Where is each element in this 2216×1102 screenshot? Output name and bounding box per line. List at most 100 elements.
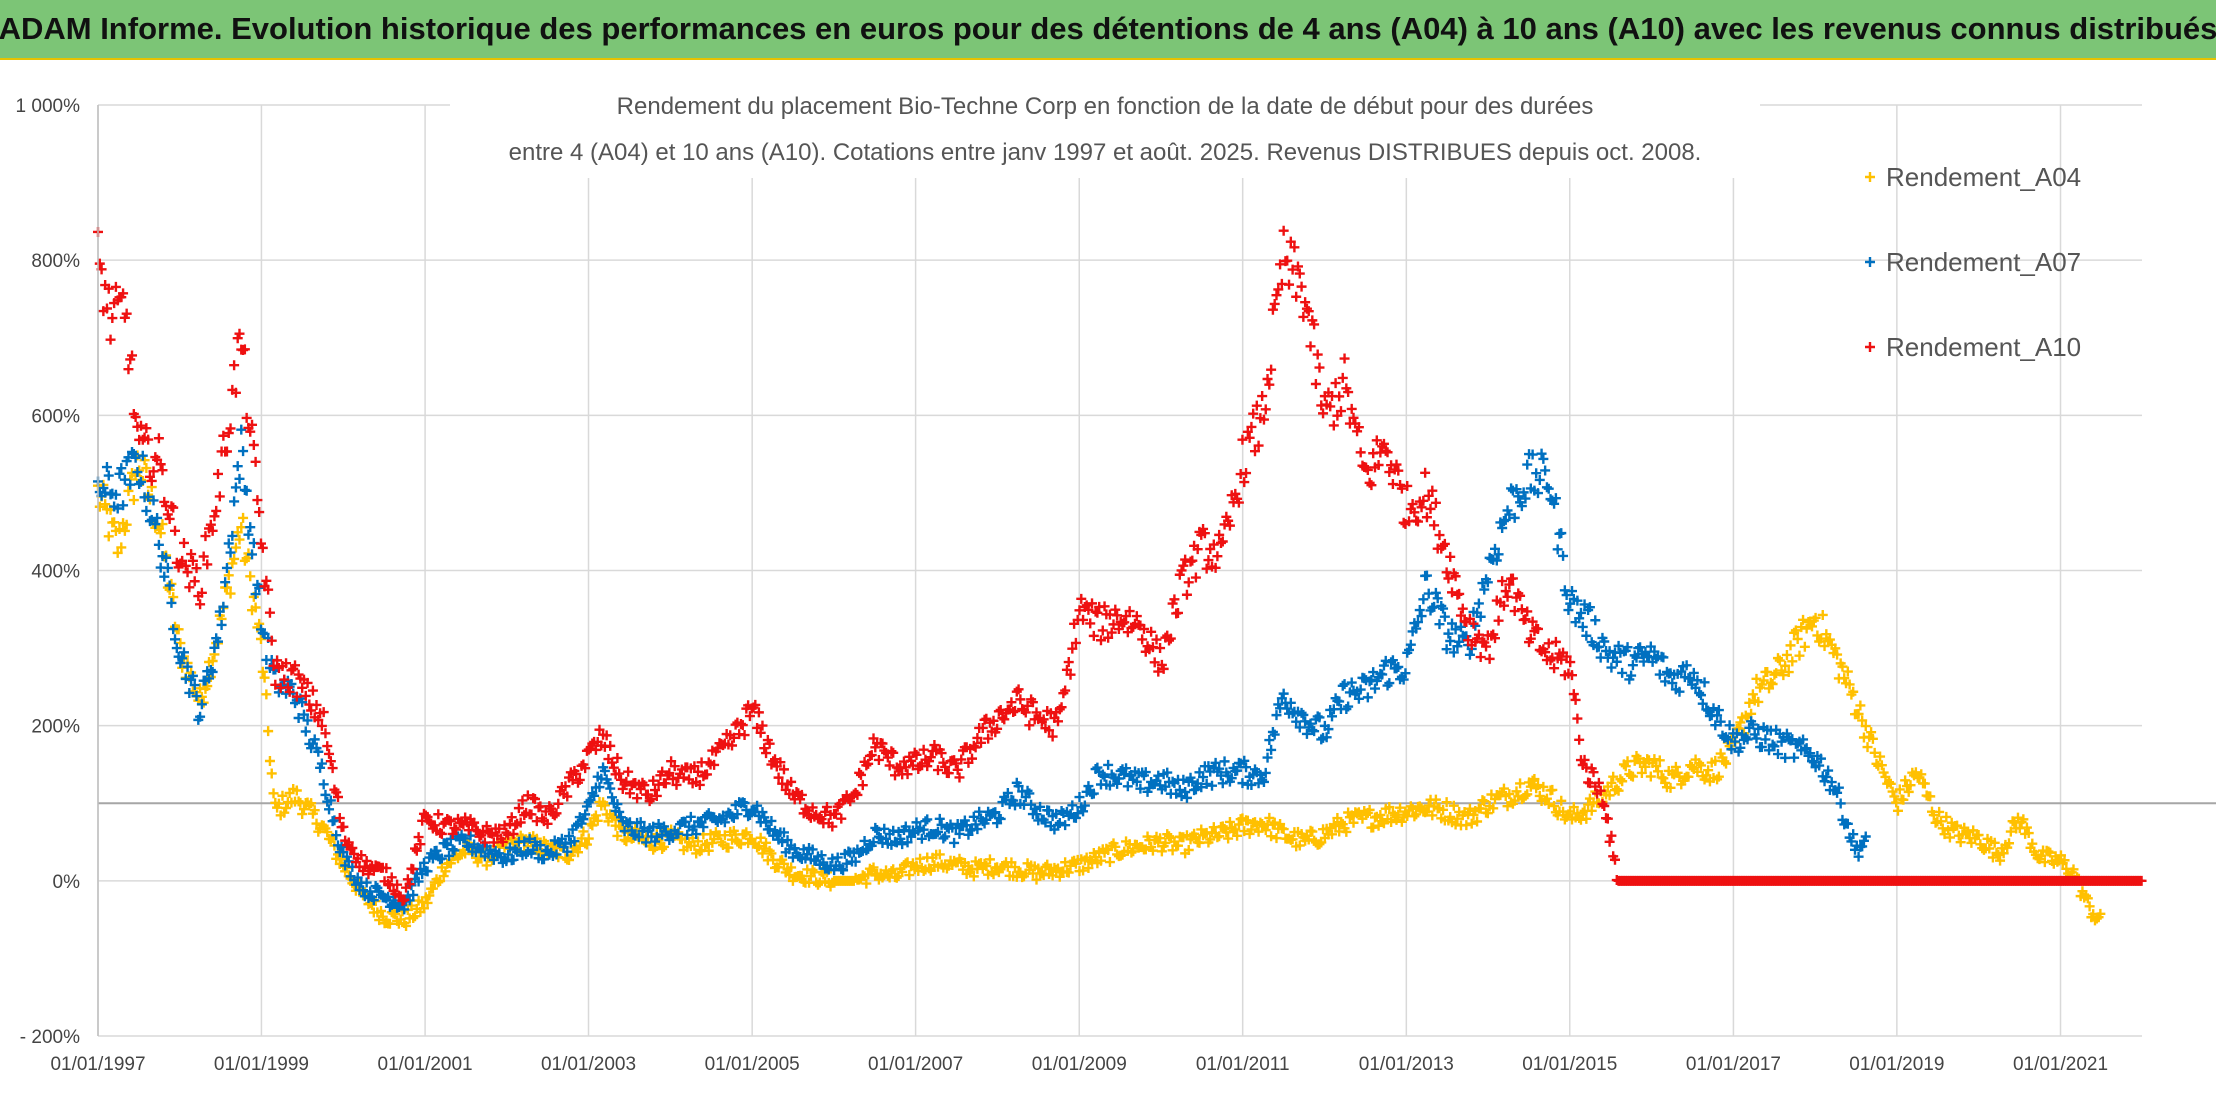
data-point [1242, 815, 1253, 826]
data-point [118, 500, 129, 511]
data-point [1223, 515, 1234, 526]
data-point [1676, 666, 1687, 677]
data-point [1063, 810, 1074, 821]
data-point [1522, 606, 1533, 617]
data-point [134, 465, 145, 476]
data-point [137, 450, 148, 461]
data-point [1112, 778, 1123, 789]
data-point [590, 744, 601, 755]
data-point [1128, 846, 1139, 857]
data-point [1301, 728, 1312, 739]
data-point [1443, 628, 1454, 639]
data-point [1253, 826, 1264, 837]
data-point [789, 843, 800, 854]
data-point [1224, 816, 1235, 827]
data-point [1072, 808, 1083, 819]
data-point [150, 519, 161, 530]
data-point [1729, 736, 1740, 747]
data-point [1916, 769, 1927, 780]
data-point [1500, 586, 1511, 597]
data-point [159, 571, 170, 582]
data-point [607, 812, 618, 823]
data-point [212, 636, 223, 647]
data-point [739, 798, 750, 809]
data-point [1781, 728, 1792, 739]
data-point [1556, 654, 1567, 665]
data-point [264, 755, 275, 766]
data-point [1291, 716, 1302, 727]
data-point [1164, 831, 1175, 842]
data-point [701, 769, 712, 780]
data-point [161, 552, 172, 563]
data-point [530, 793, 541, 804]
data-point [1285, 697, 1296, 708]
data-point [1475, 611, 1486, 622]
data-point [852, 789, 863, 800]
data-point [619, 835, 630, 846]
data-point [1423, 490, 1434, 501]
data-point [143, 491, 154, 502]
data-point [399, 894, 410, 905]
data-point [1099, 771, 1110, 782]
data-point [200, 531, 211, 542]
data-point [621, 836, 632, 847]
data-point [1262, 374, 1273, 385]
data-point [114, 524, 125, 535]
data-point [1275, 259, 1286, 270]
data-point [1310, 379, 1321, 390]
data-point [218, 430, 229, 441]
data-point [331, 830, 342, 841]
data-point [1733, 723, 1744, 734]
data-point [180, 560, 191, 571]
data-point [1683, 771, 1694, 782]
data-point [1210, 757, 1221, 768]
data-point [1900, 775, 1911, 786]
data-point [918, 824, 929, 835]
data-point [1323, 724, 1334, 735]
data-point [247, 549, 258, 560]
data-point [949, 837, 960, 848]
data-point [1271, 833, 1282, 844]
data-point [313, 746, 324, 757]
data-point [1327, 711, 1338, 722]
data-point [1701, 770, 1712, 781]
points-layer [93, 225, 2147, 931]
data-point [1540, 647, 1551, 658]
data-point [572, 847, 583, 858]
data-point [1989, 837, 2000, 848]
data-point [268, 660, 279, 671]
data-point [325, 795, 336, 806]
data-point [1876, 760, 1887, 771]
data-point [143, 434, 154, 445]
data-point [103, 283, 114, 294]
data-point [816, 850, 827, 861]
data-point [184, 582, 195, 593]
data-point [107, 313, 118, 324]
data-point [1339, 679, 1350, 690]
data-point [1024, 788, 1035, 799]
data-point [594, 782, 605, 793]
data-point [153, 433, 164, 444]
data-point [1500, 514, 1511, 525]
data-point [562, 846, 573, 857]
data-point [123, 485, 134, 496]
data-point [1346, 677, 1357, 688]
data-point [243, 529, 254, 540]
data-point [1853, 851, 1864, 862]
data-point [1747, 689, 1758, 700]
data-point [1330, 378, 1341, 389]
data-point [1507, 573, 1518, 584]
data-point [178, 647, 189, 658]
data-point [1658, 773, 1669, 784]
data-point [481, 860, 492, 871]
data-point [1635, 642, 1646, 653]
data-point [778, 764, 789, 775]
data-point [1572, 595, 1583, 606]
data-point [589, 790, 600, 801]
data-point [1993, 849, 2004, 860]
data-point [1292, 261, 1303, 272]
data-point [936, 819, 947, 830]
data-point [757, 807, 768, 818]
data-point [1190, 784, 1201, 795]
data-point [207, 525, 218, 536]
